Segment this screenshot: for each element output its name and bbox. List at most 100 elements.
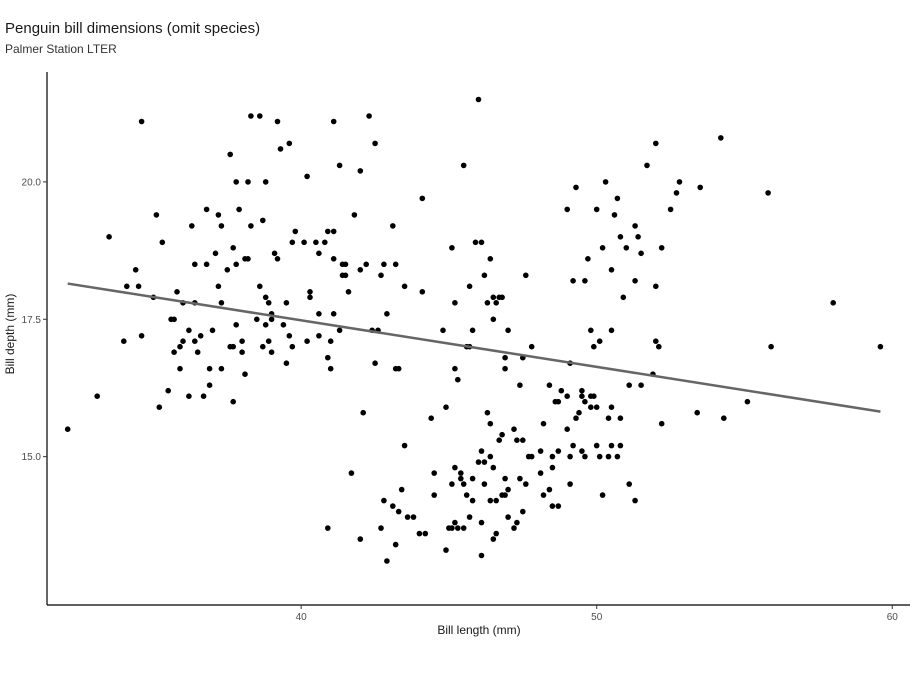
data-point [422, 530, 429, 537]
data-point [186, 327, 192, 334]
data-point [268, 316, 275, 323]
data-point [593, 206, 600, 213]
data-point [159, 239, 166, 246]
data-point [330, 228, 337, 235]
data-point [236, 206, 242, 213]
data-point [830, 300, 836, 306]
data-point [626, 481, 632, 487]
data-point [611, 212, 618, 218]
data-point [218, 223, 225, 229]
data-point [257, 283, 263, 290]
data-point [233, 322, 239, 328]
data-point [579, 448, 585, 454]
data-point [239, 349, 245, 356]
data-point [260, 217, 266, 224]
data-point [94, 393, 100, 400]
data-point [617, 415, 624, 422]
data-point [440, 327, 446, 334]
data-point [605, 453, 612, 460]
data-point [481, 459, 488, 465]
data-point [174, 289, 180, 295]
data-point [549, 453, 556, 460]
data-point [381, 261, 387, 268]
data-point [239, 338, 245, 345]
data-point [381, 497, 387, 504]
data-point [596, 338, 603, 345]
points-layer [64, 96, 884, 564]
data-point [443, 547, 449, 553]
data-point [171, 349, 177, 356]
data-point [549, 464, 556, 471]
data-point [585, 255, 591, 262]
data-point [316, 250, 322, 257]
chart-subtitle: Palmer Station LTER [5, 42, 117, 56]
data-point [469, 497, 476, 504]
data-point [475, 459, 482, 465]
data-point [322, 239, 328, 246]
data-point [443, 404, 449, 411]
data-point [499, 431, 505, 438]
data-point [189, 223, 195, 229]
data-point [307, 294, 313, 301]
data-point [490, 536, 497, 542]
data-point [401, 442, 408, 449]
data-point [673, 190, 680, 196]
data-point [289, 343, 296, 350]
data-point [697, 184, 703, 191]
data-point [614, 453, 621, 460]
data-point [744, 398, 751, 405]
data-point [390, 223, 396, 229]
data-point [626, 382, 632, 389]
x-tick-label: 50 [591, 612, 603, 623]
data-point [203, 206, 210, 213]
data-point [177, 343, 183, 350]
data-point [602, 179, 609, 185]
data-point [546, 382, 553, 389]
data-point [555, 503, 562, 509]
data-point [366, 113, 372, 119]
data-point [579, 393, 585, 400]
data-point [218, 365, 225, 372]
data-point [593, 404, 600, 411]
data-point [599, 492, 606, 498]
data-point [466, 283, 473, 290]
data-point [478, 239, 485, 246]
data-point [209, 327, 216, 334]
data-point [555, 398, 562, 405]
data-point [304, 338, 310, 345]
data-point [644, 162, 650, 169]
data-point [520, 437, 526, 444]
y-tick-label: 17.5 [22, 315, 42, 326]
data-point [262, 179, 269, 185]
data-point [499, 294, 505, 301]
data-point [481, 272, 488, 279]
data-point [599, 245, 606, 251]
data-point [192, 338, 198, 345]
data-point [452, 365, 458, 372]
data-point [463, 492, 470, 498]
data-point [280, 322, 287, 328]
data-point [505, 486, 511, 493]
data-point [363, 261, 370, 268]
data-point [419, 289, 426, 295]
data-point [316, 311, 322, 317]
data-point [153, 212, 160, 218]
data-point [336, 327, 343, 334]
trend-line [67, 282, 881, 413]
data-point [460, 525, 467, 531]
data-point [617, 234, 624, 240]
data-point [348, 470, 355, 476]
data-point [342, 261, 349, 268]
data-point [653, 283, 659, 290]
data-point [206, 365, 213, 372]
data-point [537, 448, 544, 454]
data-point [475, 96, 482, 103]
data-point [212, 250, 219, 257]
y-axis-ticks: 15.0 17.5 20.0 [22, 177, 47, 463]
data-point [605, 415, 612, 422]
data-point [171, 316, 177, 323]
data-point [138, 333, 145, 339]
data-point [392, 541, 399, 548]
data-point [614, 195, 621, 202]
data-point [472, 239, 479, 246]
